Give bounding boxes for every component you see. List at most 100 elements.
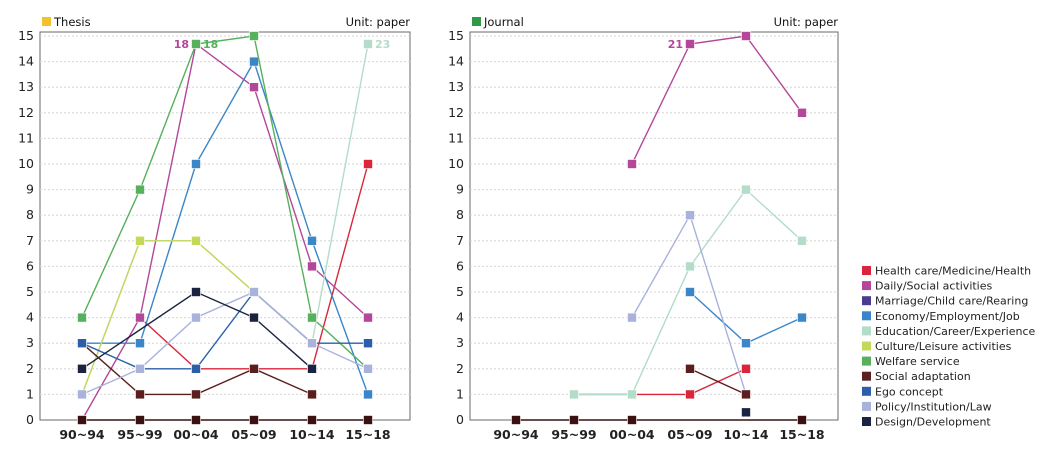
x-tick-label: 90~94 bbox=[59, 427, 105, 442]
y-tick-label: 12 bbox=[18, 105, 34, 120]
data-point bbox=[77, 363, 87, 374]
data-point bbox=[249, 363, 259, 374]
legend-swatch-education-career-experience bbox=[862, 326, 871, 336]
data-point bbox=[685, 389, 695, 400]
data-point bbox=[135, 236, 145, 246]
legend-swatch-daily-social-activities bbox=[862, 281, 871, 291]
data-point bbox=[685, 287, 695, 297]
data-point bbox=[191, 236, 201, 246]
legend-item-culture-leisure-activities: Culture/Leisure activities bbox=[875, 340, 1012, 353]
data-point bbox=[135, 363, 145, 374]
data-point bbox=[249, 31, 259, 41]
panel-title: Journal bbox=[483, 15, 524, 29]
series-social-adaptation bbox=[685, 363, 751, 400]
y-tick-label: 0 bbox=[26, 412, 34, 427]
series-zero-values bbox=[511, 415, 807, 425]
y-tick-label: 5 bbox=[456, 284, 464, 299]
y-tick-label: 10 bbox=[448, 156, 464, 171]
legend-swatch-marriage-child-care-rearing bbox=[862, 296, 871, 306]
unit-label: Unit: paper bbox=[774, 15, 839, 29]
y-tick-label: 14 bbox=[448, 54, 464, 69]
series-line bbox=[689, 368, 747, 396]
data-point bbox=[307, 312, 317, 323]
data-point bbox=[363, 312, 373, 323]
y-tick-label: 13 bbox=[448, 79, 464, 94]
data-point bbox=[685, 261, 695, 272]
data-point bbox=[627, 159, 637, 169]
data-point bbox=[135, 338, 145, 349]
y-tick-label: 7 bbox=[26, 233, 34, 248]
y-tick-label: 8 bbox=[26, 207, 34, 222]
legend-swatch-welfare-service bbox=[862, 356, 871, 366]
x-tick-label: 00~04 bbox=[609, 427, 655, 442]
y-tick-label: 7 bbox=[456, 233, 464, 248]
data-point bbox=[741, 407, 751, 418]
data-point bbox=[569, 389, 579, 400]
data-point bbox=[363, 39, 373, 49]
y-tick-label: 3 bbox=[26, 335, 34, 350]
x-tick-label: 05~09 bbox=[667, 427, 712, 442]
y-tick-label: 15 bbox=[448, 28, 464, 43]
data-point bbox=[249, 82, 259, 92]
legend-item-economy-employment-job: Economy/Employment/Job bbox=[875, 310, 1020, 323]
data-point bbox=[363, 389, 373, 400]
legend-item-social-adaptation: Social adaptation bbox=[875, 370, 971, 383]
series-design-development bbox=[77, 287, 317, 374]
panel-title-swatch bbox=[472, 17, 481, 26]
data-point bbox=[741, 363, 751, 374]
data-point bbox=[191, 363, 201, 374]
data-point bbox=[307, 338, 317, 349]
data-point bbox=[627, 415, 637, 425]
series-welfare-service: 18 bbox=[77, 31, 373, 374]
y-tick-label: 8 bbox=[456, 207, 464, 222]
data-point bbox=[797, 312, 807, 323]
data-point bbox=[77, 338, 87, 349]
series-education-career-experience bbox=[569, 184, 807, 400]
y-tick-label: 15 bbox=[18, 28, 34, 43]
x-tick-label: 15~18 bbox=[779, 427, 824, 442]
x-tick-label: 95~99 bbox=[551, 427, 596, 442]
data-point bbox=[569, 415, 579, 425]
data-label: 18 bbox=[174, 38, 189, 51]
data-point bbox=[627, 389, 637, 400]
y-tick-label: 2 bbox=[456, 361, 464, 376]
data-point bbox=[363, 415, 373, 425]
data-point bbox=[685, 39, 695, 49]
series-design-development-zero-values bbox=[77, 415, 373, 425]
x-tick-label: 00~04 bbox=[173, 427, 219, 442]
data-point bbox=[511, 415, 521, 425]
data-point bbox=[741, 184, 751, 195]
data-point bbox=[363, 363, 373, 374]
y-tick-label: 12 bbox=[448, 105, 464, 120]
legend-item-health-care-medicine-health: Health care/Medicine/Health bbox=[875, 265, 1031, 278]
data-point bbox=[741, 31, 751, 41]
series-line bbox=[81, 291, 313, 370]
data-point bbox=[363, 159, 373, 169]
data-point bbox=[797, 236, 807, 246]
legend-item-welfare-service: Welfare service bbox=[875, 355, 960, 368]
plot-frame bbox=[469, 31, 839, 421]
y-tick-label: 14 bbox=[18, 54, 34, 69]
data-point bbox=[797, 415, 807, 425]
legend-swatch-policy-institution-law bbox=[862, 401, 871, 411]
x-tick-label: 10~14 bbox=[723, 427, 769, 442]
legend: Health care/Medicine/Health Daily/Social … bbox=[862, 265, 1036, 429]
y-tick-label: 11 bbox=[448, 130, 464, 145]
y-tick-label: 6 bbox=[26, 258, 34, 273]
data-point bbox=[307, 236, 317, 246]
data-point bbox=[741, 389, 751, 400]
y-tick-label: 10 bbox=[18, 156, 34, 171]
panel-title: Thesis bbox=[53, 15, 91, 29]
data-point bbox=[191, 159, 201, 169]
data-point bbox=[307, 261, 317, 272]
data-point bbox=[363, 338, 373, 349]
data-point bbox=[135, 312, 145, 323]
data-point bbox=[249, 287, 259, 297]
legend-item-ego-concept: Ego concept bbox=[875, 385, 944, 398]
x-tick-label: 05~09 bbox=[231, 427, 276, 442]
data-point bbox=[627, 312, 637, 323]
x-tick-label: 15~18 bbox=[345, 427, 390, 442]
series-economy-employment-job bbox=[685, 287, 807, 349]
